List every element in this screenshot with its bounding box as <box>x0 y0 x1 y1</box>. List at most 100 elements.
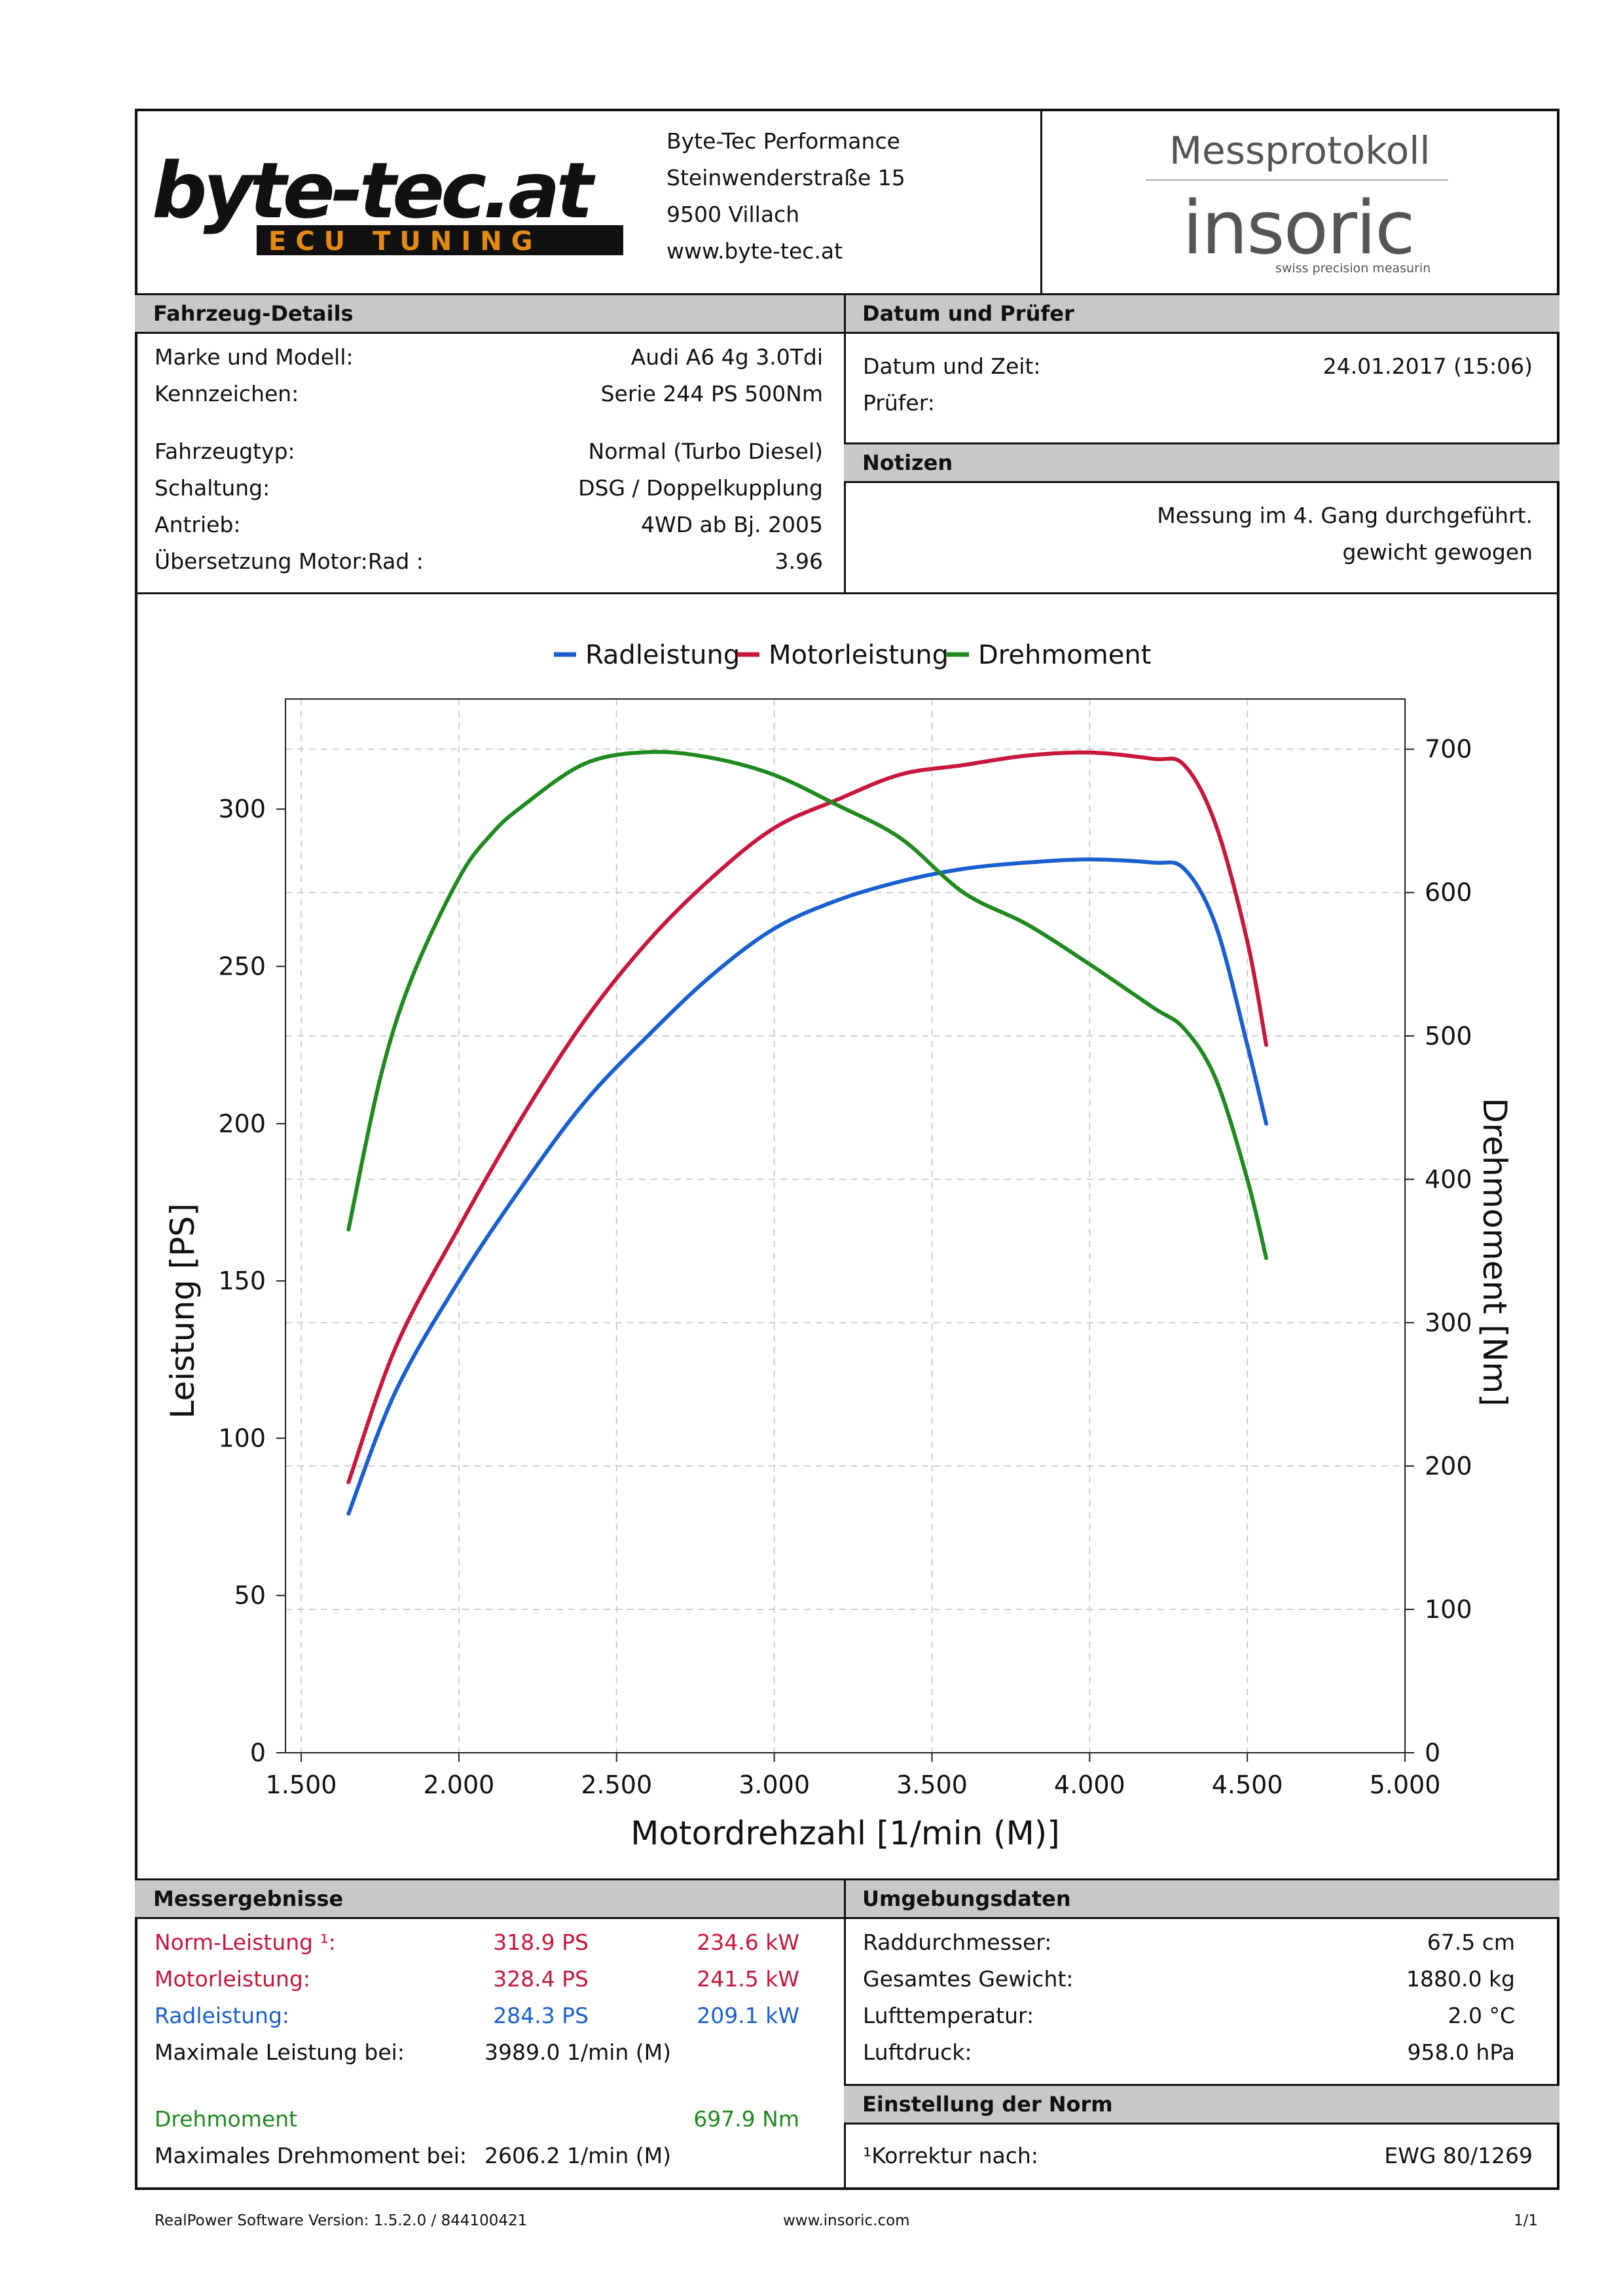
max-torque-value: 2606.2 1/min (M) <box>484 2143 672 2168</box>
notes-line-1: Messung im 4. Gang durchgeführt. <box>1157 503 1533 528</box>
vehicle-label-1: Kennzeichen: <box>155 381 299 406</box>
series-line-drehmoment <box>346 749 1269 1261</box>
result-label-0: Norm-Leistung ¹: <box>155 1929 336 1955</box>
y-tick-label: 100 <box>218 1424 266 1452</box>
max-torque-label: Maximales Drehmoment bei: <box>155 2143 467 2168</box>
insoric-logo: insoric swiss precision measuring <box>1182 185 1438 280</box>
norm-label: ¹Korrektur nach: <box>863 2143 1038 2168</box>
y-tick-label: 0 <box>250 1738 266 1767</box>
date-label: Datum und Zeit: <box>863 353 1041 379</box>
env-value-3: 958.0 hPa <box>1407 2039 1515 2065</box>
plot-frame <box>285 698 1406 1753</box>
vehicle-value-3: DSG / Doppelkupplung <box>578 475 823 501</box>
chart-legend: Radleistung Motorleistung Drehmoment <box>554 640 1151 670</box>
vehicle-value-1: Serie 244 PS 500Nm <box>600 381 823 406</box>
y2-tick-label: 400 <box>1425 1165 1472 1194</box>
torque-label: Drehmoment <box>155 2106 298 2132</box>
env-value-0: 67.5 cm <box>1427 1929 1515 1955</box>
date-heading: Datum und Prüfer <box>844 293 1559 334</box>
results-heading: Messergebnisse <box>135 1878 846 1919</box>
y2-tick-label: 300 <box>1425 1308 1472 1337</box>
report-frame <box>135 109 1559 2190</box>
byte-tec-logo: byte-tec.at ECU TUNING <box>152 144 630 262</box>
company-line-1: Byte-Tec Performance <box>666 128 900 154</box>
title-underline <box>1146 179 1448 181</box>
result-ps-2: 284.3 PS <box>493 2003 589 2028</box>
vehicle-value-2: Normal (Turbo Diesel) <box>588 439 823 464</box>
vehicle-value-0: Audi A6 4g 3.0Tdi <box>630 344 823 370</box>
y-tick-label: 300 <box>218 795 266 823</box>
y2-tick-label: 500 <box>1425 1022 1472 1050</box>
legend-label: Drehmoment <box>978 640 1151 670</box>
series-line-radleistung <box>346 857 1269 1516</box>
y-tick-label: 150 <box>218 1266 266 1295</box>
x-tick-label: 4.500 <box>1212 1770 1283 1799</box>
environment-heading: Umgebungsdaten <box>844 1878 1559 1919</box>
torque-value: 697.9 Nm <box>693 2106 799 2132</box>
env-value-1: 1880.0 kg <box>1406 1966 1515 1992</box>
company-line-4: www.byte-tec.at <box>666 238 843 264</box>
result-kw-1: 241.5 kW <box>697 1966 799 1992</box>
x-tick-label: 1.500 <box>266 1770 337 1799</box>
max-power-label: Maximale Leistung bei: <box>155 2039 405 2065</box>
result-ps-0: 318.9 PS <box>493 1929 589 1955</box>
notes-heading: Notizen <box>844 442 1559 483</box>
y-tick-label: 50 <box>234 1581 266 1610</box>
company-line-2: Steinwenderstraße 15 <box>666 165 905 190</box>
x-tick-label: 2.000 <box>424 1770 495 1799</box>
vehicle-label-3: Schaltung: <box>155 475 270 501</box>
y-tick-label: 250 <box>218 952 266 981</box>
x-tick-label: 3.500 <box>896 1770 968 1799</box>
y2-tick-label: 600 <box>1425 878 1472 907</box>
result-kw-2: 209.1 kW <box>697 2003 799 2028</box>
x-tick-label: 2.500 <box>581 1770 652 1799</box>
env-label-3: Luftdruck: <box>863 2039 972 2065</box>
y2-axis-label: Drehmoment [Nm] <box>1476 1098 1514 1406</box>
env-label-0: Raddurchmesser: <box>863 1929 1052 1955</box>
header-divider <box>1040 109 1042 293</box>
result-label-1: Motorleistung: <box>155 1966 311 1992</box>
max-power-value: 3989.0 1/min (M) <box>484 2039 672 2065</box>
logo-text-top: byte-tec.at <box>152 145 596 236</box>
y2-tick-label: 700 <box>1425 735 1472 764</box>
chart-top-border <box>135 592 1559 594</box>
env-label-2: Lufttemperatur: <box>863 2003 1034 2028</box>
brand-text: insoric <box>1182 186 1414 271</box>
footer-url[interactable]: www.insoric.com <box>783 2212 910 2229</box>
env-value-2: 2.0 °C <box>1448 2003 1515 2028</box>
y-tick-label: 200 <box>218 1109 266 1138</box>
y-axis-label: Leistung [PS] <box>164 1203 202 1418</box>
legend-label: Radleistung <box>585 640 740 670</box>
y2-tick-label: 100 <box>1425 1595 1472 1624</box>
x-axis-label: Motordrehzahl [1/min (M)] <box>630 1814 1060 1852</box>
result-ps-1: 328.4 PS <box>493 1966 589 1992</box>
inspector-label: Prüfer: <box>863 390 935 416</box>
mid-divider-bottom <box>844 1878 846 2190</box>
norm-value: EWG 80/1269 <box>1384 2143 1533 2168</box>
footer-page: 1/1 <box>1513 2212 1538 2229</box>
result-kw-0: 234.6 kW <box>697 1929 799 1955</box>
vehicle-label-5: Übersetzung Motor:Rad : <box>155 548 424 574</box>
dyno-chart: Radleistung Motorleistung Drehmoment 1.500… <box>164 640 1514 1852</box>
vehicle-label-0: Marke und Modell: <box>155 344 354 370</box>
brand-sub: swiss precision measuring <box>1275 261 1431 276</box>
protocol-title: Messprotokoll <box>1169 128 1431 173</box>
vehicle-value-5: 3.96 <box>775 548 823 574</box>
logo-text-bottom: ECU TUNING <box>268 226 542 257</box>
env-label-1: Gesamtes Gewicht: <box>863 1966 1074 1992</box>
y2-tick-label: 0 <box>1425 1738 1440 1767</box>
chart-ticks: 1.500 2.000 2.500 3.000 3.500 4.000 4.500 5.000… <box>218 735 1472 1799</box>
date-value: 24.01.2017 (15:06) <box>1322 353 1533 379</box>
vehicle-value-4: 4WD ab Bj. 2005 <box>641 512 823 537</box>
x-tick-label: 5.000 <box>1370 1770 1441 1799</box>
vehicle-label-4: Antrieb: <box>155 512 241 537</box>
norm-heading: Einstellung der Norm <box>844 2084 1559 2125</box>
notes-line-2: gewicht gewogen <box>1342 539 1533 565</box>
legend-label: Motorleistung <box>769 640 949 670</box>
y2-tick-label: 200 <box>1425 1452 1472 1480</box>
x-tick-label: 4.000 <box>1054 1770 1125 1799</box>
chart-grid <box>285 699 1406 1753</box>
result-label-2: Radleistung: <box>155 2003 290 2028</box>
x-tick-label: 3.000 <box>739 1770 810 1799</box>
company-line-3: 9500 Villach <box>666 202 800 227</box>
